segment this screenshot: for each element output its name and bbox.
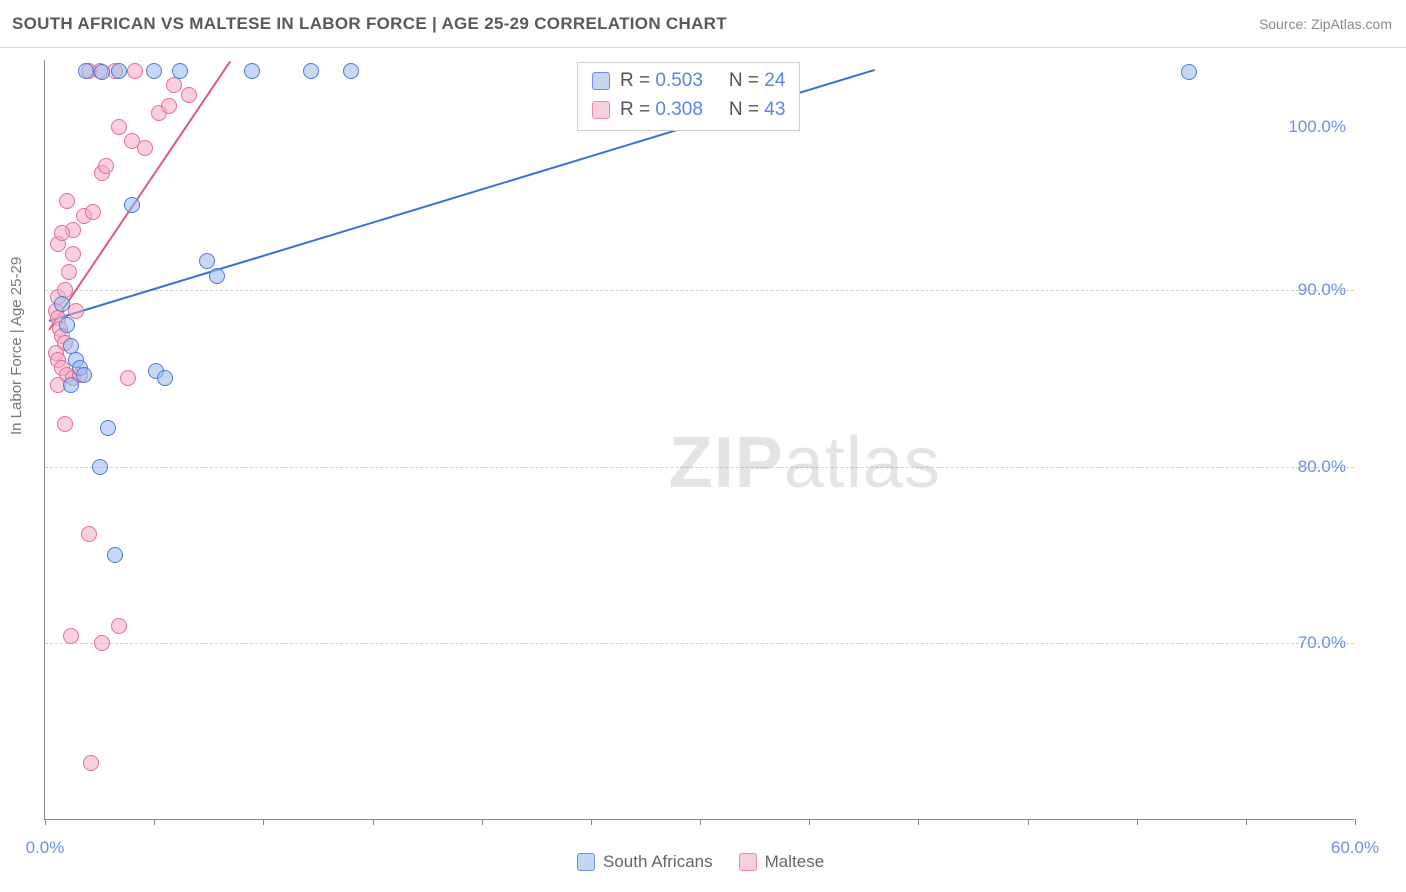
- y-axis-label: In Labor Force | Age 25-29: [8, 257, 25, 435]
- y-tick-label: 70.0%: [1298, 633, 1346, 653]
- data-point: [92, 459, 108, 475]
- source-link[interactable]: ZipAtlas.com: [1311, 16, 1392, 32]
- data-point: [111, 618, 127, 634]
- data-point: [83, 755, 99, 771]
- series-legend-item: South Africans: [577, 852, 713, 872]
- series-legend-item: Maltese: [739, 852, 825, 872]
- x-tick: [263, 819, 264, 825]
- legend-swatch: [592, 101, 610, 119]
- data-point: [111, 63, 127, 79]
- gridline-horizontal: [45, 467, 1354, 468]
- gridline-horizontal: [45, 643, 1354, 644]
- r-value: 0.308: [655, 99, 703, 120]
- data-point: [107, 547, 123, 563]
- series-legend-label: South Africans: [603, 852, 713, 872]
- x-tick-label: 0.0%: [26, 838, 65, 858]
- stats-legend-row: R = 0.503 N = 24: [592, 67, 785, 96]
- data-point: [59, 317, 75, 333]
- watermark-atlas: atlas: [784, 423, 941, 503]
- legend-swatch: [739, 853, 757, 871]
- data-point: [54, 225, 70, 241]
- r-label: R = 0.308: [620, 96, 703, 125]
- data-point: [172, 63, 188, 79]
- data-point: [85, 204, 101, 220]
- data-point: [100, 420, 116, 436]
- data-point: [244, 63, 260, 79]
- gridline-horizontal: [45, 290, 1354, 291]
- watermark: ZIPatlas: [669, 422, 941, 504]
- n-value: 24: [764, 70, 785, 91]
- x-tick: [1137, 819, 1138, 825]
- n-label: N = 24: [729, 67, 786, 96]
- y-tick-label: 100.0%: [1288, 117, 1346, 137]
- data-point: [59, 193, 75, 209]
- data-point: [94, 64, 110, 80]
- data-point: [146, 63, 162, 79]
- data-point: [303, 63, 319, 79]
- data-point: [81, 526, 97, 542]
- data-point: [120, 370, 136, 386]
- x-tick-label: 60.0%: [1331, 838, 1379, 858]
- data-point: [137, 140, 153, 156]
- header-bar: SOUTH AFRICAN VS MALTESE IN LABOR FORCE …: [0, 0, 1406, 48]
- watermark-zip: ZIP: [669, 423, 784, 503]
- data-point: [209, 268, 225, 284]
- data-point: [65, 246, 81, 262]
- data-point: [98, 158, 114, 174]
- x-tick: [591, 819, 592, 825]
- data-point: [63, 628, 79, 644]
- data-point: [161, 98, 177, 114]
- x-tick: [373, 819, 374, 825]
- data-point: [54, 296, 70, 312]
- data-point: [166, 77, 182, 93]
- x-tick: [1246, 819, 1247, 825]
- data-point: [343, 63, 359, 79]
- data-point: [61, 264, 77, 280]
- data-point: [76, 367, 92, 383]
- source-prefix: Source:: [1259, 16, 1311, 32]
- stats-legend-row: R = 0.308 N = 43: [592, 96, 785, 125]
- legend-swatch: [577, 853, 595, 871]
- data-point: [111, 119, 127, 135]
- n-value: 43: [764, 99, 785, 120]
- x-tick: [918, 819, 919, 825]
- r-value: 0.503: [655, 70, 703, 91]
- x-tick: [700, 819, 701, 825]
- x-tick: [45, 819, 46, 825]
- n-label: N = 43: [729, 96, 786, 125]
- data-point: [57, 416, 73, 432]
- y-tick-label: 90.0%: [1298, 280, 1346, 300]
- x-tick: [1028, 819, 1029, 825]
- series-legend: South Africans Maltese: [577, 852, 824, 872]
- scatter-plot: 100.0%90.0%80.0%70.0%0.0%60.0%ZIPatlasR …: [44, 60, 1354, 820]
- x-tick: [154, 819, 155, 825]
- x-tick: [1355, 819, 1356, 825]
- legend-swatch: [592, 72, 610, 90]
- source-label: Source: ZipAtlas.com: [1259, 16, 1392, 32]
- data-point: [63, 377, 79, 393]
- x-tick: [482, 819, 483, 825]
- chart-title: SOUTH AFRICAN VS MALTESE IN LABOR FORCE …: [12, 14, 727, 34]
- data-point: [1181, 64, 1197, 80]
- y-tick-label: 80.0%: [1298, 457, 1346, 477]
- x-tick: [809, 819, 810, 825]
- data-point: [78, 63, 94, 79]
- data-point: [157, 370, 173, 386]
- data-point: [199, 253, 215, 269]
- data-point: [124, 197, 140, 213]
- series-legend-label: Maltese: [765, 852, 825, 872]
- data-point: [94, 635, 110, 651]
- stats-legend: R = 0.503 N = 24 R = 0.308 N = 43: [577, 62, 800, 131]
- r-label: R = 0.503: [620, 67, 703, 96]
- data-point: [127, 63, 143, 79]
- data-point: [181, 87, 197, 103]
